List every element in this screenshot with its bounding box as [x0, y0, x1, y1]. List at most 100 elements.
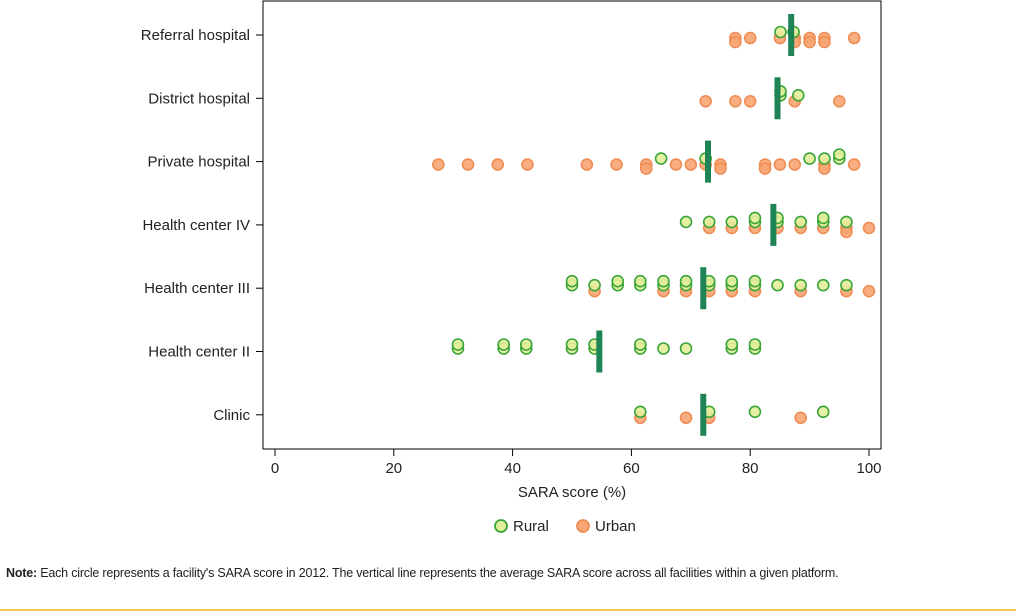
- urban-point: [788, 158, 802, 171]
- mean-line: [770, 203, 777, 246]
- urban-point: [794, 411, 807, 425]
- mean-lines: [596, 14, 795, 436]
- urban-point: [773, 158, 787, 171]
- rural-point: [679, 342, 693, 355]
- rural-point: [794, 215, 807, 229]
- rural-point: [725, 215, 739, 229]
- rural-point: [679, 215, 693, 229]
- rural-point: [748, 274, 762, 288]
- rural-point: [840, 278, 853, 292]
- urban-point: [679, 411, 693, 425]
- urban-point: [758, 162, 772, 175]
- rural-point: [818, 152, 831, 165]
- urban-point: [491, 158, 505, 171]
- rural-point: [451, 338, 465, 351]
- rural-point: [748, 338, 762, 351]
- legend-label-rural: Rural: [513, 518, 549, 535]
- x-tick-label: 20: [385, 460, 402, 477]
- urban-point: [729, 35, 742, 49]
- mean-line: [788, 14, 795, 56]
- legend: Rural Urban: [494, 518, 636, 535]
- urban-point: [818, 35, 831, 49]
- rural-point: [816, 211, 830, 225]
- urban-point: [521, 158, 534, 171]
- urban-point: [862, 221, 876, 235]
- rural-point: [725, 338, 739, 351]
- data-points: [432, 25, 876, 425]
- rural-point: [657, 274, 670, 288]
- urban-point: [862, 284, 876, 298]
- x-tick-label: 40: [504, 460, 521, 477]
- rural-point: [771, 278, 784, 292]
- urban-point: [729, 95, 742, 108]
- rural-point: [840, 215, 853, 229]
- urban-point: [803, 35, 816, 49]
- category-label: District hospital: [148, 90, 250, 107]
- urban-point: [699, 95, 712, 108]
- rural-point: [565, 338, 579, 351]
- urban-point: [847, 31, 861, 45]
- legend-marker-urban: [576, 519, 590, 533]
- mean-line: [700, 267, 707, 310]
- rural-point: [748, 211, 762, 225]
- rural-point: [497, 338, 510, 351]
- rural-point: [611, 274, 625, 288]
- urban-point: [580, 158, 594, 171]
- rural-point: [794, 278, 807, 292]
- urban-point: [639, 162, 653, 175]
- mean-line: [705, 140, 712, 183]
- urban-point: [461, 158, 475, 171]
- accent-rule: [0, 609, 1016, 611]
- urban-point: [684, 158, 698, 171]
- rural-point: [657, 342, 670, 355]
- urban-point: [832, 95, 846, 108]
- legend-label-urban: Urban: [595, 518, 636, 535]
- category-label: Private hospital: [147, 154, 250, 171]
- category-axis: Referral hospital District hospital Privat…: [141, 27, 263, 424]
- category-label: Health center II: [148, 344, 250, 361]
- x-tick-label: 0: [271, 460, 279, 477]
- urban-point: [743, 31, 757, 45]
- rural-point: [816, 278, 830, 292]
- mean-line: [700, 393, 707, 436]
- category-label: Referral hospital: [141, 27, 250, 44]
- mean-line: [596, 330, 603, 373]
- rural-point: [634, 338, 647, 351]
- rural-point: [725, 274, 739, 288]
- rural-point: [634, 274, 647, 288]
- x-tick-label: 60: [623, 460, 640, 477]
- category-label: Clinic: [213, 407, 250, 424]
- rural-point: [792, 89, 805, 102]
- rural-point: [832, 148, 846, 161]
- x-axis: 0 20 40 60 80 100: [271, 449, 882, 477]
- note-text: Each circle represents a facility's SARA…: [36, 566, 839, 580]
- x-tick-label: 80: [742, 460, 759, 477]
- rural-point: [816, 405, 830, 419]
- rural-point: [774, 25, 787, 39]
- rural-point: [654, 152, 668, 165]
- urban-point: [610, 158, 623, 171]
- rural-point: [702, 215, 716, 229]
- rural-point: [803, 152, 816, 165]
- urban-point: [432, 158, 445, 171]
- legend-marker-rural: [494, 519, 508, 533]
- rural-point: [519, 338, 533, 351]
- urban-point: [743, 95, 757, 108]
- urban-point: [847, 158, 861, 171]
- mean-line: [774, 77, 781, 120]
- rural-point: [679, 274, 693, 288]
- x-tick-label: 100: [856, 460, 881, 477]
- plot-frame: [262, 0, 882, 450]
- rural-point: [565, 274, 579, 288]
- category-label: Health center III: [144, 280, 250, 297]
- note-label: Note:: [6, 566, 37, 580]
- rural-point: [588, 278, 601, 292]
- rural-point: [634, 405, 647, 419]
- x-axis-title: SARA score (%): [518, 484, 626, 501]
- footnote: Note: Each circle represents a facility'…: [6, 566, 839, 580]
- category-label: Health center IV: [142, 217, 250, 234]
- urban-point: [669, 158, 683, 171]
- urban-point: [714, 162, 727, 175]
- rural-point: [748, 405, 762, 419]
